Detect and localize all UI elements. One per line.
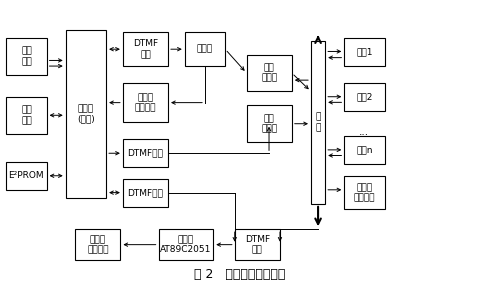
Bar xyxy=(247,105,292,142)
Bar xyxy=(344,176,385,210)
Text: E²PROM: E²PROM xyxy=(9,171,44,180)
Bar xyxy=(159,229,213,260)
Bar xyxy=(66,30,106,198)
Bar xyxy=(247,55,292,91)
Text: DTMF接收: DTMF接收 xyxy=(127,188,163,197)
Bar xyxy=(311,41,325,204)
Text: 分机1: 分机1 xyxy=(356,47,373,57)
Text: 床位与
时间显示: 床位与 时间显示 xyxy=(354,183,375,202)
Text: 电话机: 电话机 xyxy=(197,45,213,54)
Text: 通话
放大器: 通话 放大器 xyxy=(261,114,277,133)
Text: 图 2   系统组成原理框图: 图 2 系统组成原理框图 xyxy=(194,268,285,281)
Text: 振铃
电路: 振铃 电路 xyxy=(21,106,32,125)
Bar xyxy=(123,32,168,66)
Text: DTMF
接收: DTMF 接收 xyxy=(133,39,158,59)
Bar xyxy=(123,179,168,207)
Bar xyxy=(185,32,225,66)
Text: 级别与
呼叫指示: 级别与 呼叫指示 xyxy=(87,235,109,254)
Bar xyxy=(123,139,168,167)
Bar xyxy=(6,162,46,190)
Text: 摘并机
检测电路: 摘并机 检测电路 xyxy=(135,93,156,112)
Bar xyxy=(344,136,385,164)
Text: 外
线: 外 线 xyxy=(315,113,321,132)
Text: 电源
电路: 电源 电路 xyxy=(21,47,32,66)
Text: 分机2: 分机2 xyxy=(356,93,373,101)
Bar xyxy=(6,97,46,133)
Text: DTMF
接收: DTMF 接收 xyxy=(245,235,270,254)
Bar xyxy=(75,229,120,260)
Text: 单片机
AT89C2051: 单片机 AT89C2051 xyxy=(160,235,212,254)
Text: 分机n: 分机n xyxy=(356,146,373,155)
Text: 通话
放大器: 通话 放大器 xyxy=(261,63,277,83)
Bar xyxy=(235,229,280,260)
Bar xyxy=(6,38,46,74)
Bar xyxy=(123,83,168,122)
Text: 单片机
(主机): 单片机 (主机) xyxy=(77,104,95,124)
Bar xyxy=(344,38,385,66)
Text: ...: ... xyxy=(359,127,369,137)
Bar xyxy=(344,83,385,111)
Text: DTMF发送: DTMF发送 xyxy=(127,149,163,158)
